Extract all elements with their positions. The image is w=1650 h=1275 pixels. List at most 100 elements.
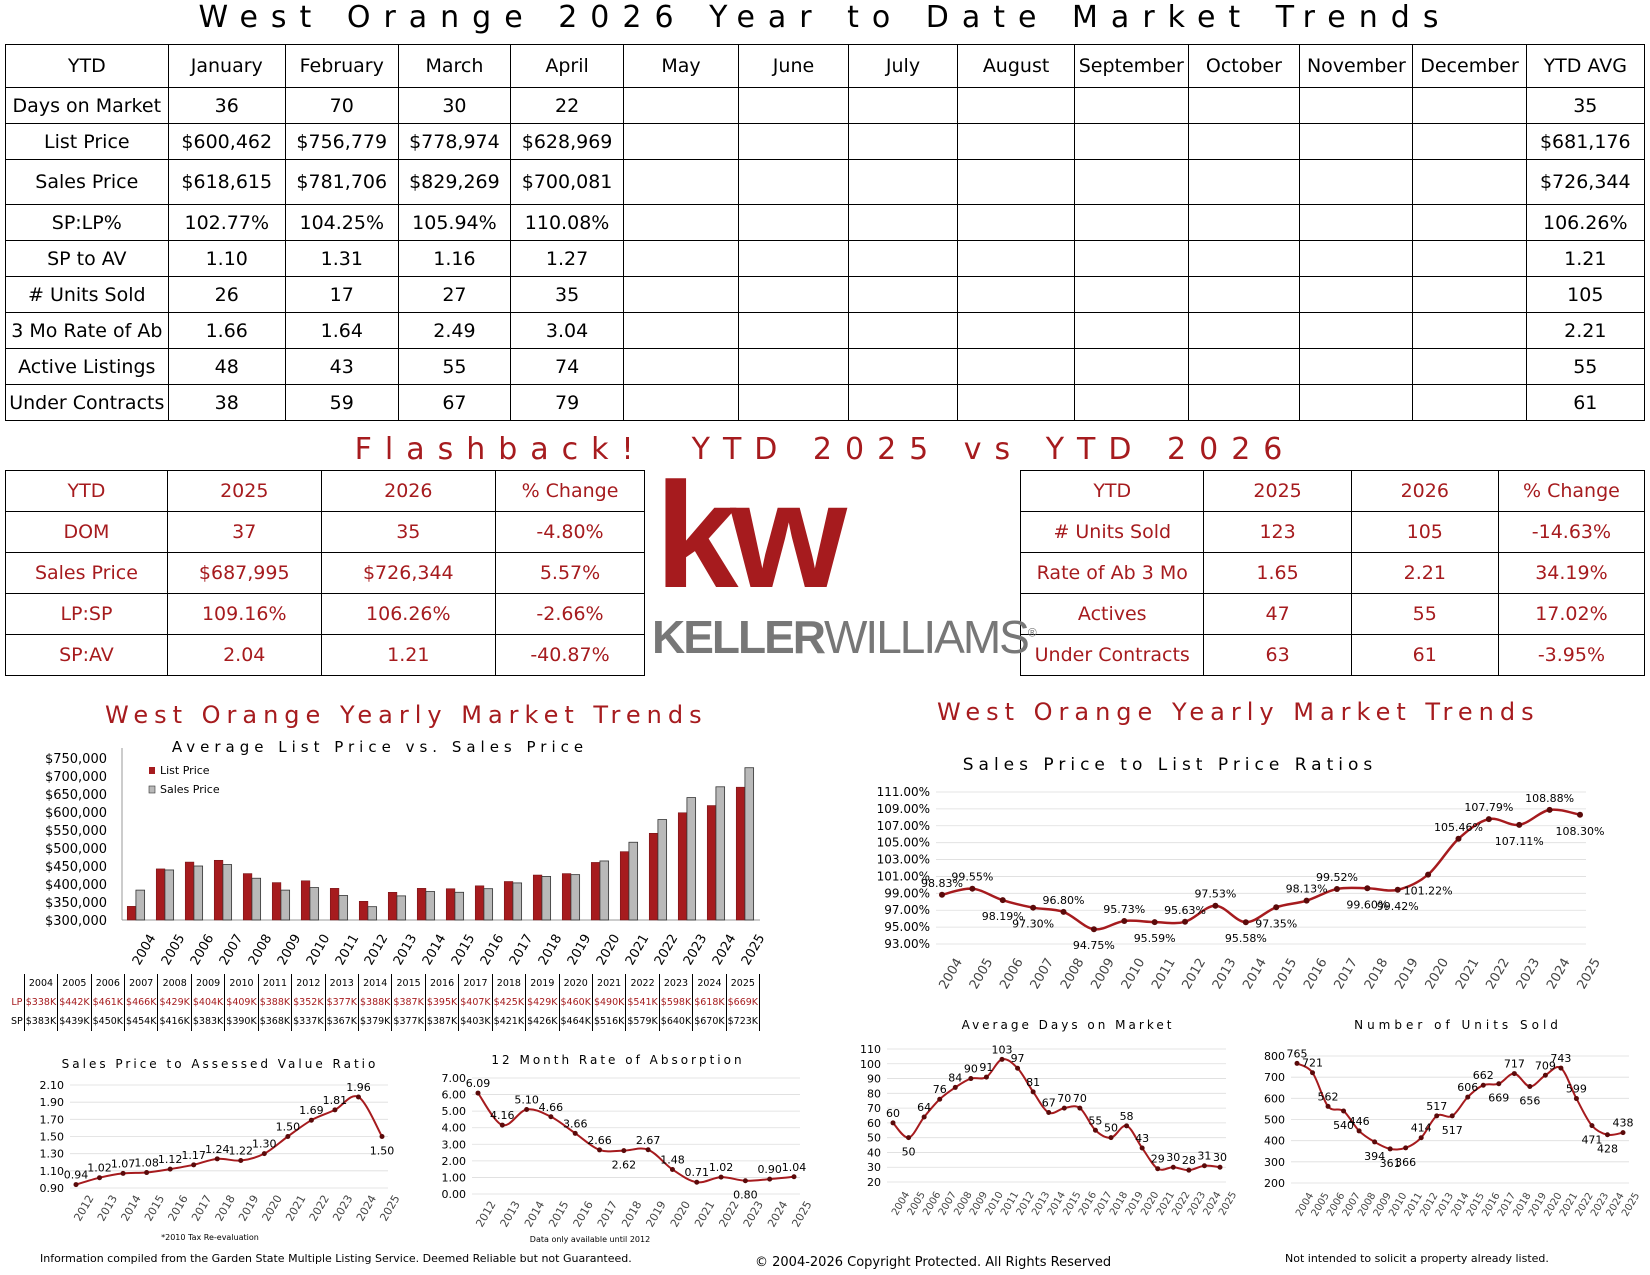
units-sold-x-tick: 2012 xyxy=(1418,1191,1440,1219)
bar-list-price xyxy=(358,901,369,921)
units-sold-data-label: 662 xyxy=(1473,1069,1494,1082)
sp-lp-ratio-point xyxy=(1060,908,1067,915)
days-on-market-point xyxy=(1030,1089,1036,1095)
sp-lp-ratio-point xyxy=(1273,904,1280,911)
ytd-cell: 110.08% xyxy=(510,204,624,241)
ytd-row: List Price $600,462 $756,779 $778,974 $628,9… xyxy=(5,123,1646,160)
absorption-x-tick: 2015 xyxy=(546,1199,571,1230)
footer-center: © 2004-2026 Copyright Protected. All Rig… xyxy=(755,1255,1112,1270)
flashback-cell: -40.87% xyxy=(494,634,646,676)
bar-list-price xyxy=(677,812,688,921)
sp-av-ratio-data-label: 1.69 xyxy=(299,1104,324,1117)
sp-lp-ratio-x-tick: 2019 xyxy=(1392,956,1422,992)
ytd-cell: 27 xyxy=(397,276,512,313)
flashback-cell: 35 xyxy=(320,511,496,553)
sp-lp-ratio-data-label: 101.22% xyxy=(1404,885,1453,898)
value-table-sp: $379K xyxy=(358,1012,393,1031)
days-on-market-data-label: 67 xyxy=(1042,1097,1056,1110)
sp-lp-ratio-x-tick: 2025 xyxy=(1574,956,1604,992)
days-on-market-x-tick: 2024 xyxy=(1202,1190,1224,1218)
ytd-row-label: # Units Sold xyxy=(5,276,169,313)
ytd-cell xyxy=(1074,159,1189,205)
bar-sales-price xyxy=(570,874,581,921)
ytd-header-cell: YTD xyxy=(5,44,169,88)
ytd-header-cell: March xyxy=(397,44,512,88)
ytd-cell: 2.49 xyxy=(397,312,512,349)
ytd-avg-cell: $726,344 xyxy=(1525,159,1646,205)
sp-av-ratio-data-label: 1.81 xyxy=(323,1094,348,1107)
sp-lp-ratio-point xyxy=(1485,816,1492,823)
days-on-market-data-label: 29 xyxy=(1151,1153,1165,1166)
ytd-row: SP to AV 1.10 1.31 1.16 1.27 1.21 xyxy=(5,240,1646,277)
flashback-row: DOM 37 35 -4.80% xyxy=(5,511,646,553)
bar-list-price xyxy=(242,873,253,921)
days-on-market-point xyxy=(921,1114,927,1120)
units-sold-point xyxy=(1434,1113,1440,1119)
sp-av-ratio-data-label: 1.02 xyxy=(87,1162,112,1175)
absorption-data-label: 3.66 xyxy=(563,1117,588,1130)
days-on-market-data-label: 30 xyxy=(1213,1151,1227,1164)
sp-av-ratio-x-tick: 2015 xyxy=(142,1193,167,1224)
value-table-lp: $541K xyxy=(625,993,660,1012)
ytd-cell xyxy=(622,312,740,349)
units-sold-point xyxy=(1480,1082,1486,1088)
units-sold-point xyxy=(1387,1146,1393,1152)
ytd-cell xyxy=(738,123,849,160)
sp-av-ratio-x-tick: 2021 xyxy=(283,1193,308,1224)
bar-list-price xyxy=(735,786,746,921)
units-sold-x-tick: 2020 xyxy=(1542,1191,1564,1219)
units-sold-x-tick: 2021 xyxy=(1558,1191,1580,1219)
days-on-market-point xyxy=(952,1084,958,1090)
value-table-sp: $383K xyxy=(191,1012,226,1031)
price-value-table: 2004 2005 2006 2007 2008 2009 2010 2011 2012 2013… xyxy=(10,974,761,1031)
bar-sales-price xyxy=(222,864,233,921)
absorption-data-label: 0.80 xyxy=(733,1189,758,1202)
flashback-header-cell: 2026 xyxy=(1350,470,1499,512)
sp-av-ratio-data-label: 1.24 xyxy=(205,1143,230,1156)
ytd-cell: 55 xyxy=(397,348,512,385)
sp-av-ratio-y-tick: 1.10 xyxy=(40,1165,65,1178)
value-table-sp: $426K xyxy=(525,1012,560,1031)
bar-chart-y-tick: $650,000 xyxy=(45,788,107,803)
bar-sales-price xyxy=(599,860,610,921)
keller-williams-logo: kw KELLERWILLIAMS® xyxy=(650,460,1037,670)
days-on-market-point xyxy=(1201,1163,1207,1169)
units-sold-point xyxy=(1449,1113,1455,1119)
wordmark-keller: KELLER xyxy=(652,611,826,663)
bar-chart-y-tick: $400,000 xyxy=(45,878,107,893)
units-sold-data-label: 428 xyxy=(1597,1143,1618,1156)
sp-lp-ratio-y-tick: 107.00% xyxy=(877,819,930,833)
flashback-cell: 37 xyxy=(166,511,322,553)
bar-list-price xyxy=(271,882,282,921)
absorption-x-tick: 2019 xyxy=(643,1199,668,1230)
value-table-year: 2023 xyxy=(659,974,694,993)
value-table-sp: $450K xyxy=(91,1012,126,1031)
value-table-sp: $723K xyxy=(726,1012,761,1031)
value-table-year: 2014 xyxy=(358,974,393,993)
ytd-cell xyxy=(1299,276,1414,313)
flashback-row-label: LP:SP xyxy=(5,593,168,635)
value-table-year: 2012 xyxy=(291,974,326,993)
ytd-row-label: 3 Mo Rate of Ab xyxy=(5,312,169,349)
ytd-header-cell: September xyxy=(1074,44,1189,88)
value-table-sp: $640K xyxy=(659,1012,694,1031)
sp-av-ratio-y-tick: 2.10 xyxy=(40,1079,65,1092)
bar-chart-y-tick: $550,000 xyxy=(45,824,107,839)
units-sold-point xyxy=(1573,1096,1579,1102)
days-on-market-data-label: 91 xyxy=(979,1061,993,1074)
bar-list-price xyxy=(155,868,166,921)
ytd-row-label: Active Listings xyxy=(5,348,169,385)
days-on-market-x-tick: 2020 xyxy=(1139,1190,1161,1218)
units-sold-x-tick: 2006 xyxy=(1325,1191,1347,1219)
days-on-market-x-tick: 2011 xyxy=(999,1190,1021,1218)
sp-av-ratio-x-tick: 2020 xyxy=(260,1193,285,1224)
sp-av-ratio-x-tick: 2025 xyxy=(377,1193,402,1224)
flashback-row-label: Actives xyxy=(1019,593,1205,635)
ytd-header-cell: February xyxy=(284,44,399,88)
days-on-market-x-tick: 2021 xyxy=(1155,1190,1177,1218)
days-on-market-point xyxy=(1015,1065,1021,1071)
ytd-cell xyxy=(847,159,959,205)
days-on-market-point xyxy=(968,1076,974,1082)
flashback-header-cell: YTD xyxy=(5,470,168,512)
absorption-x-tick: 2017 xyxy=(595,1199,620,1230)
